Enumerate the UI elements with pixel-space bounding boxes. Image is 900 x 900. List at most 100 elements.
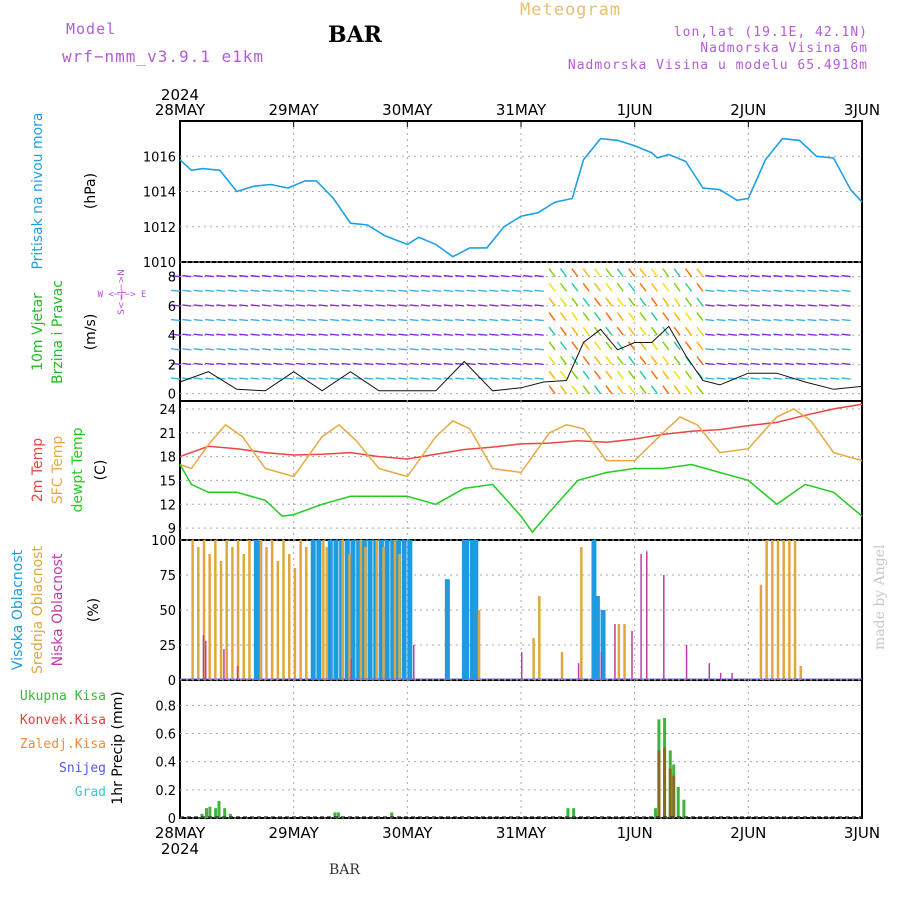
mid-cloud-bar: [580, 547, 583, 680]
wind-arrow: [639, 385, 647, 395]
wind-arrow: [650, 356, 658, 365]
wind-arrow: [761, 318, 772, 322]
wind-arrow: [571, 356, 579, 365]
legend-hail: Grad: [75, 785, 106, 800]
y-tick-label: 9: [168, 522, 176, 537]
wind-arrow: [364, 362, 374, 366]
wind-arrow: [182, 304, 192, 307]
mid-cloud-bar: [299, 540, 302, 680]
wind-arrow: [662, 297, 670, 307]
y-tick-label: 50: [159, 604, 176, 619]
wind-arrow: [511, 348, 522, 351]
wind-arrow: [489, 333, 499, 336]
wind-arrow: [341, 318, 351, 322]
high-cloud-bar: [253, 540, 259, 680]
wind-speed-line: [179, 325, 863, 392]
wind-arrow: [170, 377, 181, 380]
wind-arrow: [684, 341, 693, 351]
x-tick-top: 30MAY: [382, 101, 433, 119]
wind-arrow: [216, 304, 226, 307]
wind-arrow: [582, 282, 590, 292]
wind-arrow: [796, 377, 806, 380]
wind-arrow: [761, 362, 772, 366]
wind-arrow: [375, 274, 385, 278]
wind-arrow: [273, 348, 283, 351]
wind-arrow: [432, 377, 442, 380]
dewpt-line: [179, 463, 863, 534]
wind-arrow: [477, 304, 487, 307]
wind-arrow: [727, 333, 738, 336]
mid-cloud-bar: [364, 547, 367, 680]
wind-arrow: [284, 333, 294, 336]
wind-arrow: [594, 385, 602, 395]
cloud-unit: (%): [86, 598, 102, 622]
wind-arrow: [534, 362, 544, 366]
wind-arrow: [650, 297, 658, 307]
wind-arrow: [559, 370, 568, 380]
wind-arrow: [398, 333, 408, 336]
wind-arrow: [398, 362, 408, 366]
wind-arrow: [639, 282, 647, 292]
wind-arrow: [841, 362, 851, 366]
precip-unit: 1hr Precip (mm): [110, 691, 126, 804]
wind-arrow: [500, 362, 510, 366]
wind-arrow: [239, 318, 249, 322]
wind-arrow: [511, 333, 522, 336]
wind-arrow: [716, 274, 726, 278]
wind-arrow: [773, 348, 783, 351]
wind-arrow: [571, 297, 579, 307]
wind-arrow: [375, 362, 385, 366]
wind-arrow: [295, 362, 306, 366]
mid-cloud-bar: [293, 568, 297, 680]
sfc-temp-line: [179, 408, 863, 478]
wind-arrow: [511, 377, 522, 380]
wind-arrow: [216, 274, 226, 278]
wind-arrow: [511, 362, 522, 366]
mid-cloud-bar: [276, 561, 280, 680]
wind-arrow: [477, 274, 487, 278]
low-cloud-bar: [413, 645, 415, 680]
wind-arrow: [330, 362, 340, 366]
wind-arrow: [330, 377, 340, 380]
lonlat: lon,lat (19.1E, 42.1N): [673, 25, 868, 40]
mid-cloud-bar: [382, 547, 385, 680]
mid-cloud-bar: [242, 554, 246, 680]
wind-arrow: [261, 377, 272, 380]
wind-label-1: 10m Vjetar: [30, 293, 46, 371]
wind-arrow: [250, 377, 260, 380]
wind-arrow: [616, 282, 624, 292]
wind-arrow: [784, 377, 794, 380]
mid-cloud-bar: [793, 540, 797, 680]
y-tick-label: 25: [159, 639, 176, 654]
high-cloud-bar: [310, 540, 316, 680]
low-cloud-bar: [640, 554, 642, 680]
wind-arrow: [716, 362, 726, 366]
wind-arrow: [784, 274, 794, 278]
wind-arrow: [594, 356, 602, 365]
wind-arrow: [761, 289, 772, 292]
conv-precip-bar: [657, 750, 661, 818]
mid-cloud-bar: [270, 540, 274, 680]
wind-arrow: [761, 274, 772, 278]
y-tick-label: 12: [159, 498, 176, 513]
wind-arrow: [727, 362, 738, 366]
wind-arrow: [477, 377, 487, 380]
wind-arrow: [261, 289, 272, 292]
wind-arrow: [639, 356, 647, 365]
x-tick-bottom: 31MAY: [496, 824, 547, 842]
wind-arrow: [582, 297, 590, 307]
wind-arrow: [662, 282, 670, 292]
wind-arrow: [534, 274, 544, 278]
wind-arrow: [466, 289, 476, 292]
wind-arrow: [261, 333, 272, 336]
wind-arrow: [616, 312, 624, 321]
wind-arrow: [796, 362, 806, 366]
total-precip-bar: [223, 808, 227, 818]
wind-arrow: [375, 304, 385, 307]
wind-arrow: [273, 289, 283, 292]
wind-arrow: [193, 289, 203, 292]
wind-arrow: [250, 274, 260, 278]
wind-arrow: [705, 333, 715, 336]
wind-arrow: [386, 362, 397, 366]
wind-arrow: [705, 304, 715, 307]
